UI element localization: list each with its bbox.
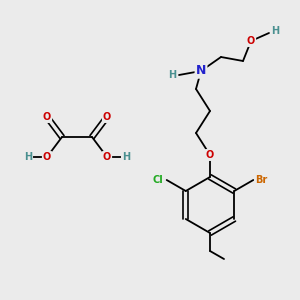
Text: Cl: Cl bbox=[152, 175, 163, 185]
Text: N: N bbox=[196, 64, 206, 77]
Text: O: O bbox=[43, 152, 51, 162]
Text: O: O bbox=[103, 112, 111, 122]
Text: O: O bbox=[206, 150, 214, 160]
Text: O: O bbox=[247, 36, 255, 46]
Text: H: H bbox=[122, 152, 130, 162]
Text: O: O bbox=[103, 152, 111, 162]
Text: O: O bbox=[43, 112, 51, 122]
Text: H: H bbox=[168, 70, 176, 80]
Text: H: H bbox=[271, 26, 279, 36]
Text: Br: Br bbox=[255, 175, 267, 185]
Text: H: H bbox=[24, 152, 32, 162]
